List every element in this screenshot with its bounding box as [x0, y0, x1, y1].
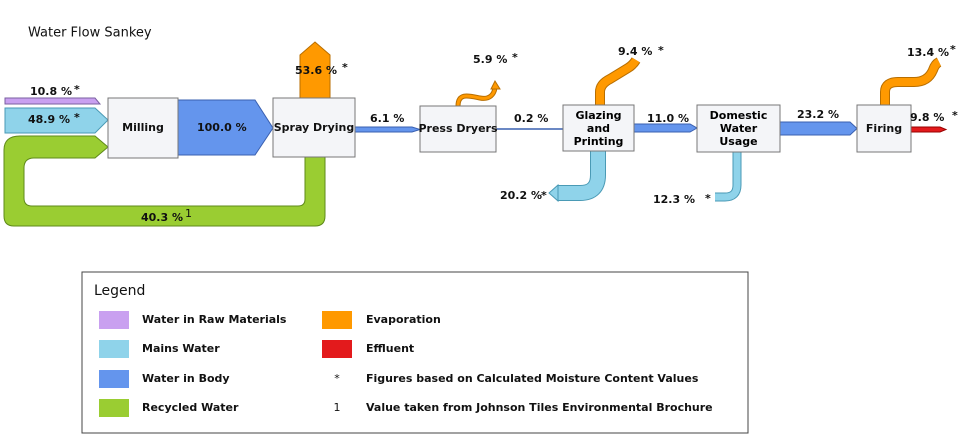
flow-label: 100.0 %: [197, 121, 247, 134]
flow-label: 20.2 %: [500, 189, 542, 202]
recycled-flow: [3, 135, 326, 227]
node: [419, 105, 497, 153]
legend-swatch: [99, 399, 129, 417]
flow-note: *: [74, 111, 80, 124]
flow-label: 48.9 %: [28, 113, 70, 126]
flow-label: 9.8 %: [910, 111, 944, 124]
node: [562, 104, 635, 152]
legend-box: [81, 271, 749, 434]
flow-note: *: [342, 61, 348, 74]
legend-swatch: [99, 340, 129, 358]
node-label: Firing: [866, 122, 902, 135]
flow-label: 40.3 %: [141, 211, 183, 224]
legend-label: Recycled Water: [142, 401, 239, 414]
raw-materials-flow: [4, 97, 102, 105]
title: Water Flow Sankey: [28, 26, 152, 41]
flow-label: 6.1 %: [370, 112, 404, 125]
legend-label: Evaporation: [366, 313, 441, 326]
node-label: Spray Drying: [274, 121, 355, 134]
node-label: Press Dryers: [418, 122, 497, 135]
flow-note: *: [952, 109, 958, 122]
arrow-head: [548, 183, 559, 203]
arrow-head: [490, 79, 501, 90]
legend-label: Figures based on Calculated Moisture Con…: [366, 372, 699, 385]
evaporation-flow: [596, 57, 640, 105]
body-flow: [633, 123, 699, 133]
flow-label: 13.4 %: [907, 46, 949, 59]
legend-swatch: [99, 311, 129, 329]
node-label: Glazing and Printing: [573, 108, 624, 148]
legend-label: Water in Body: [142, 372, 230, 385]
flow-label: 23.2 %: [797, 108, 839, 121]
legend-title: Legend: [94, 283, 145, 299]
node-label: Domestic Water Usage: [709, 109, 768, 148]
node-label-box: Glazing and Printing: [573, 108, 624, 148]
mains-flow: [558, 151, 605, 200]
legend-symbol: 1: [334, 401, 341, 414]
node: [272, 97, 356, 158]
flow-note: *: [658, 44, 664, 57]
legend-swatch: [99, 370, 129, 388]
flow-label: 0.2 %: [514, 112, 548, 125]
legend-label: Effluent: [366, 342, 414, 355]
flow-note: *: [705, 192, 711, 205]
flow-label: 12.3 %: [653, 193, 695, 206]
node: [696, 104, 781, 153]
flow-note: *: [541, 189, 547, 202]
legend-symbol: *: [334, 372, 340, 385]
body-flow: [354, 126, 422, 133]
legend-swatch: [322, 340, 352, 358]
node-label: Milling: [122, 121, 164, 134]
node: [107, 97, 179, 159]
evaporation-flow: [456, 87, 497, 107]
legend-swatch: [322, 311, 352, 329]
legend-label: Value taken from Johnson Tiles Environme…: [366, 401, 713, 414]
flow-label: 9.4 %: [618, 45, 652, 58]
mains-flow: [4, 107, 109, 134]
legend-label: Water in Raw Materials: [142, 313, 287, 326]
flow-label: 11.0 %: [647, 112, 689, 125]
node: [856, 104, 912, 153]
effluent-flow: [910, 126, 948, 133]
flow-label: 10.8 %: [30, 85, 72, 98]
body-flow: [779, 121, 858, 136]
node-label-box: Domestic Water Usage: [709, 109, 768, 148]
flow-note: *: [950, 43, 956, 56]
legend-label: Mains Water: [142, 342, 220, 355]
mains-flow: [715, 152, 741, 201]
flow-label: 5.9 %: [473, 53, 507, 66]
evaporation-flow: [881, 58, 942, 105]
flow-note: *: [512, 51, 518, 64]
flow-note: 1: [185, 207, 192, 220]
flow-label: 53.6 %: [295, 64, 337, 77]
flow-note: *: [74, 83, 80, 96]
